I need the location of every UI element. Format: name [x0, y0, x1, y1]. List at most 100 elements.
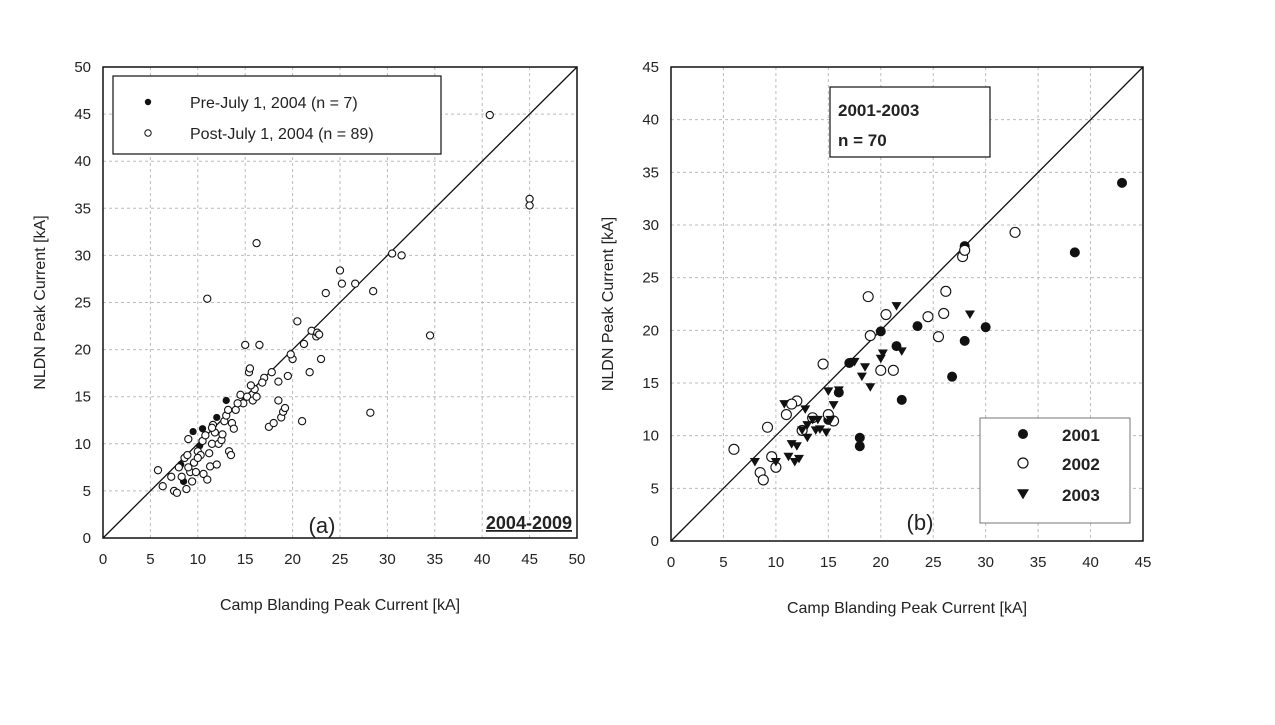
data-point-2003: [791, 442, 802, 451]
data-point-post-july: [183, 450, 192, 460]
data-point-post-july: [297, 417, 307, 426]
data-point-2003: [821, 428, 832, 438]
legend-marker-post: [144, 129, 152, 137]
data-point-post-july: [397, 251, 406, 260]
data-point-post-july: [255, 340, 264, 350]
data-point-2002: [1009, 226, 1021, 238]
legend-entry-2001: 2001: [1062, 426, 1100, 445]
data-point-post-july: [267, 368, 276, 377]
chart-b-legend-box: [979, 417, 1131, 524]
data-point-post-july: [153, 466, 163, 475]
legend-marker-pre: [144, 98, 152, 106]
chart-b-plot-area: [670, 66, 1144, 542]
y-tick-label: 5: [651, 480, 659, 497]
x-tick-label: 20: [872, 554, 889, 571]
chart-b-info-count: n = 70: [838, 131, 887, 150]
data-point-2003: [802, 433, 813, 443]
data-point-post-july: [218, 430, 227, 439]
data-point-2002: [959, 244, 971, 256]
data-point-post-july: [199, 469, 208, 479]
data-point-2001: [959, 335, 970, 346]
data-point-2002: [875, 364, 887, 376]
y-tick-label: 40: [74, 153, 91, 170]
data-point-2003: [856, 372, 867, 382]
data-point-post-july: [226, 450, 236, 460]
data-point-post-july: [366, 408, 375, 417]
data-point-pre-july: [189, 427, 197, 436]
data-point-post-july: [316, 354, 326, 364]
x-tick-label: 25: [332, 551, 349, 568]
legend-marker-2003: [1017, 489, 1029, 500]
data-point-2002: [757, 474, 769, 486]
x-tick-label: 25: [925, 554, 942, 571]
y-tick-label: 45: [74, 106, 91, 123]
data-point-2003: [849, 357, 860, 367]
chart-b-info-box-frame: [829, 86, 991, 158]
chart-a-panel-label: (a): [309, 513, 336, 538]
data-point-2003: [896, 347, 907, 356]
data-point-post-july: [187, 477, 197, 486]
data-point-2003: [875, 354, 886, 364]
data-point-2001: [980, 322, 991, 333]
x-tick-label: 20: [284, 551, 301, 568]
chart-b-x-axis-label: Camp Blanding Peak Current [kA]: [787, 600, 1027, 617]
chart-b-ticks: 0 5 10 15 20 25 30 35 40 45 0 5 10 15 20 25 30 35 40 45: [642, 59, 1151, 571]
data-point-2003: [823, 387, 834, 396]
chart-b-info-title: 2001-2003: [838, 101, 919, 120]
chart-a-ticks: 0 5 10 15 20 25 30 35 40 45 50 0 5 10 15 20 25 30 35 40 45 50: [74, 59, 585, 568]
data-point-2003: [891, 302, 902, 311]
data-point-post-july: [274, 396, 283, 405]
y-tick-label: 15: [74, 389, 91, 406]
data-point-2001: [947, 371, 958, 382]
data-point-2002: [728, 443, 740, 455]
data-point-post-july: [258, 378, 267, 387]
y-tick-label: 5: [83, 483, 91, 500]
y-tick-label: 30: [642, 217, 659, 234]
data-point-2002: [761, 421, 774, 433]
data-point-post-july: [525, 201, 534, 210]
data-point-post-july: [314, 330, 324, 339]
chart-b-points: [728, 177, 1128, 486]
data-point-2003: [833, 386, 844, 395]
chart-a-period-label: 2004-2009: [486, 513, 572, 533]
y-tick-label: 25: [74, 295, 91, 312]
y-tick-label: 15: [642, 375, 659, 392]
data-point-post-july: [321, 288, 330, 298]
y-tick-label: 50: [74, 59, 91, 76]
data-point-2001: [896, 394, 907, 405]
data-point-2003: [860, 363, 871, 372]
x-tick-label: 35: [1030, 554, 1047, 571]
data-point-post-july: [191, 467, 201, 477]
x-tick-label: 15: [237, 551, 254, 568]
data-point-post-july: [158, 482, 167, 491]
data-point-post-july: [174, 463, 183, 472]
data-point-post-july: [203, 475, 212, 484]
data-point-pre-july: [213, 413, 221, 422]
data-point-post-july: [177, 472, 186, 481]
data-point-2002: [817, 358, 829, 370]
x-tick-label: 5: [146, 551, 154, 568]
data-point-post-july: [167, 472, 176, 481]
x-tick-label: 0: [99, 551, 107, 568]
legend-entry-post: Post-July 1, 2004 (n = 89): [190, 126, 374, 143]
chart-a: 0 5 10 15 20 25 30 35 40 45 50 0 5 10 15 20 25 30 35 40 45 50…: [32, 59, 585, 614]
data-point-2002: [932, 331, 945, 343]
data-point-2002: [862, 291, 874, 303]
data-point-post-july: [269, 418, 278, 428]
data-point-2001: [1069, 247, 1080, 258]
data-point-2002: [887, 364, 899, 376]
data-point-2002: [940, 285, 952, 297]
data-point-2001: [912, 321, 923, 332]
y-tick-label: 25: [642, 270, 659, 287]
x-tick-label: 15: [820, 554, 837, 571]
data-point-2003: [797, 426, 808, 435]
chart-a-y-axis-label: NLDN Peak Current [kA]: [32, 215, 49, 389]
data-point-pre-july: [198, 425, 207, 433]
data-point-post-july: [201, 431, 210, 440]
data-point-post-july: [369, 287, 378, 296]
data-point-2001: [875, 326, 886, 337]
data-point-post-july: [207, 423, 217, 432]
y-tick-label: 20: [74, 342, 91, 359]
data-point-2003: [865, 383, 876, 392]
